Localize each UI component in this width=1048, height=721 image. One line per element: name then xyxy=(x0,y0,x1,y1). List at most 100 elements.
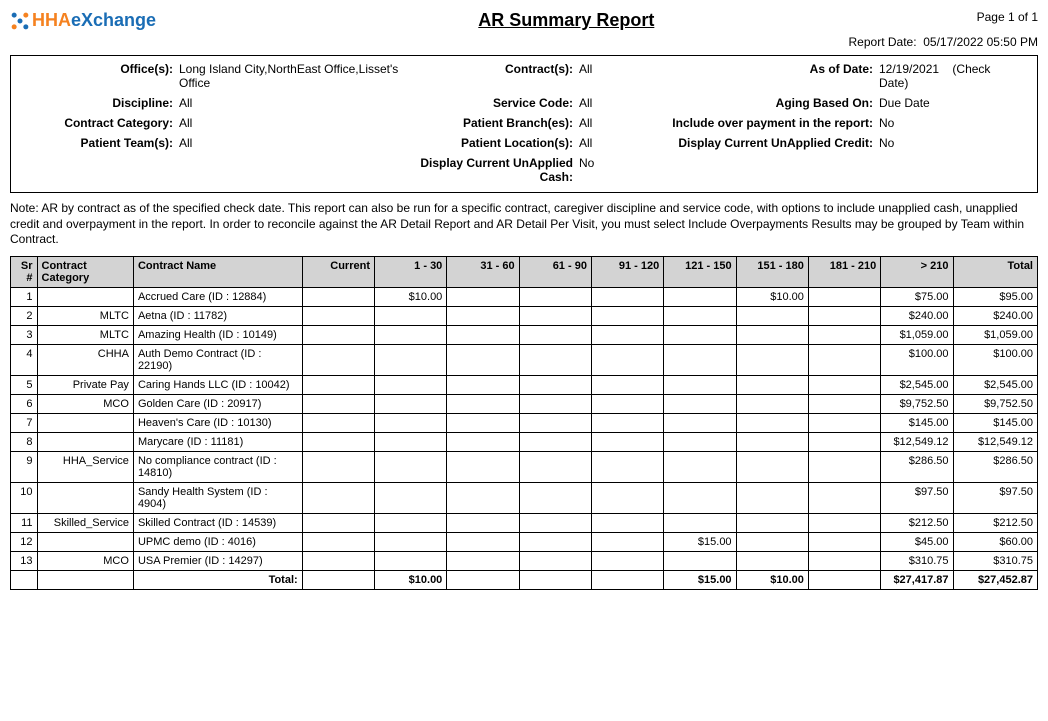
table-cell xyxy=(808,482,880,513)
table-cell xyxy=(519,532,591,551)
table-cell: 6 xyxy=(11,394,38,413)
table-cell xyxy=(519,513,591,532)
table-cell xyxy=(591,513,663,532)
table-cell: 10 xyxy=(11,482,38,513)
table-cell xyxy=(519,432,591,451)
table-cell xyxy=(736,451,808,482)
table-cell: CHHA xyxy=(37,344,133,375)
table-cell xyxy=(664,432,736,451)
column-header: 31 - 60 xyxy=(447,256,519,287)
table-cell xyxy=(447,532,519,551)
table-cell xyxy=(37,413,133,432)
table-cell: $212.50 xyxy=(881,513,953,532)
table-cell xyxy=(736,432,808,451)
table-row: 1Accrued Care (ID : 12884)$10.00$10.00$7… xyxy=(11,287,1038,306)
table-row: 4CHHAAuth Demo Contract (ID : 22190)$100… xyxy=(11,344,1038,375)
table-cell xyxy=(808,532,880,551)
table-cell xyxy=(591,551,663,570)
table-row: 5Private PayCaring Hands LLC (ID : 10042… xyxy=(11,375,1038,394)
total-cell xyxy=(302,570,374,589)
table-cell: Accrued Care (ID : 12884) xyxy=(133,287,302,306)
table-cell xyxy=(302,306,374,325)
logo: HHAeXchange xyxy=(10,10,156,31)
total-cell xyxy=(37,570,133,589)
table-cell xyxy=(302,375,374,394)
param-label-branch: Patient Branch(es): xyxy=(399,116,579,130)
table-cell xyxy=(519,344,591,375)
table-cell: Private Pay xyxy=(37,375,133,394)
table-cell xyxy=(375,482,447,513)
table-cell: $12,549.12 xyxy=(953,432,1038,451)
table-cell xyxy=(37,532,133,551)
table-cell: $240.00 xyxy=(953,306,1038,325)
column-header: Contract Category xyxy=(37,256,133,287)
table-cell: $15.00 xyxy=(664,532,736,551)
report-header: HHAeXchange AR Summary Report Page 1 of … xyxy=(10,10,1038,31)
table-row: 8Marycare (ID : 11181)$12,549.12$12,549.… xyxy=(11,432,1038,451)
param-value-discipline: All xyxy=(179,96,399,110)
table-cell xyxy=(302,413,374,432)
param-value-cash: No xyxy=(579,156,639,170)
param-value-credit: No xyxy=(879,136,999,150)
report-note: Note: AR by contract as of the specified… xyxy=(10,201,1038,248)
table-cell: $9,752.50 xyxy=(953,394,1038,413)
table-cell xyxy=(447,375,519,394)
logo-exchange: eXchange xyxy=(71,10,156,30)
param-value-overpay: No xyxy=(879,116,999,130)
table-cell xyxy=(447,306,519,325)
table-cell xyxy=(808,287,880,306)
table-cell xyxy=(519,413,591,432)
table-cell: $10.00 xyxy=(736,287,808,306)
table-cell xyxy=(664,325,736,344)
table-cell xyxy=(664,344,736,375)
table-cell: Auth Demo Contract (ID : 22190) xyxy=(133,344,302,375)
report-date-value: 05/17/2022 05:50 PM xyxy=(923,35,1038,49)
param-value-contract: All xyxy=(579,62,639,76)
param-value-category: All xyxy=(179,116,399,130)
table-cell: MLTC xyxy=(37,325,133,344)
param-label-discipline: Discipline: xyxy=(19,96,179,110)
table-cell: $100.00 xyxy=(881,344,953,375)
table-cell: USA Premier (ID : 14297) xyxy=(133,551,302,570)
total-cell xyxy=(808,570,880,589)
table-cell: $240.00 xyxy=(881,306,953,325)
report-date-label: Report Date: xyxy=(849,35,917,49)
table-cell xyxy=(519,325,591,344)
report-title: AR Summary Report xyxy=(156,10,977,31)
table-cell xyxy=(447,482,519,513)
table-cell xyxy=(664,551,736,570)
table-cell xyxy=(519,306,591,325)
ar-summary-table: Sr #Contract CategoryContract NameCurren… xyxy=(10,256,1038,590)
table-cell xyxy=(591,375,663,394)
table-row: 13MCOUSA Premier (ID : 14297)$310.75$310… xyxy=(11,551,1038,570)
table-cell: Sandy Health System (ID : 4904) xyxy=(133,482,302,513)
table-header: Sr #Contract CategoryContract NameCurren… xyxy=(11,256,1038,287)
table-cell xyxy=(808,325,880,344)
param-value-aging: Due Date xyxy=(879,96,999,110)
table-cell xyxy=(736,344,808,375)
table-row: 10Sandy Health System (ID : 4904)$97.50$… xyxy=(11,482,1038,513)
table-cell xyxy=(302,451,374,482)
table-cell: $145.00 xyxy=(953,413,1038,432)
table-cell xyxy=(591,482,663,513)
table-row: 9HHA_ServiceNo compliance contract (ID :… xyxy=(11,451,1038,482)
total-cell: $10.00 xyxy=(736,570,808,589)
table-cell xyxy=(519,394,591,413)
table-cell: $310.75 xyxy=(881,551,953,570)
total-cell: $27,417.87 xyxy=(881,570,953,589)
table-cell xyxy=(375,432,447,451)
table-cell xyxy=(664,451,736,482)
table-cell xyxy=(736,413,808,432)
table-row: 2MLTCAetna (ID : 11782)$240.00$240.00 xyxy=(11,306,1038,325)
table-cell xyxy=(664,287,736,306)
total-cell: $27,452.87 xyxy=(953,570,1038,589)
column-header: Current xyxy=(302,256,374,287)
param-label-asof: As of Date: xyxy=(639,62,879,76)
table-cell xyxy=(591,532,663,551)
table-cell xyxy=(375,551,447,570)
table-cell xyxy=(591,394,663,413)
param-value-asof: 12/19/2021 (Check Date) xyxy=(879,62,999,90)
table-cell xyxy=(736,306,808,325)
column-header: Sr # xyxy=(11,256,38,287)
table-cell xyxy=(664,413,736,432)
